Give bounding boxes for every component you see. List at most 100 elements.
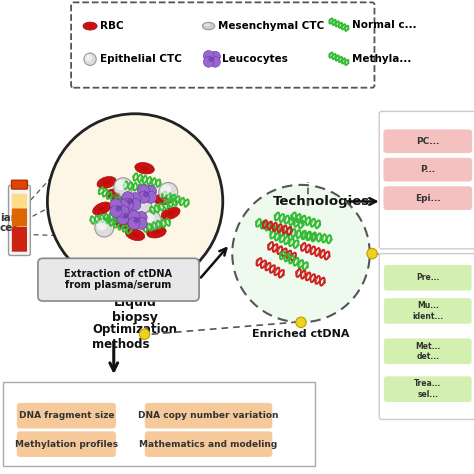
FancyBboxPatch shape	[379, 254, 474, 419]
Text: P...: P...	[420, 165, 435, 174]
Ellipse shape	[166, 211, 175, 216]
FancyBboxPatch shape	[383, 129, 472, 153]
Circle shape	[123, 213, 128, 219]
FancyBboxPatch shape	[9, 185, 30, 255]
Circle shape	[117, 213, 129, 225]
Ellipse shape	[114, 217, 133, 229]
Ellipse shape	[87, 25, 93, 27]
Ellipse shape	[124, 204, 132, 208]
FancyBboxPatch shape	[12, 209, 27, 227]
Circle shape	[232, 185, 370, 322]
FancyBboxPatch shape	[384, 298, 472, 324]
Ellipse shape	[93, 202, 111, 215]
Ellipse shape	[161, 207, 180, 219]
Circle shape	[85, 55, 92, 61]
Ellipse shape	[118, 201, 138, 212]
Ellipse shape	[112, 192, 120, 196]
Text: Trea...
sel...: Trea... sel...	[414, 380, 441, 399]
Circle shape	[296, 317, 306, 328]
Text: Pre...: Pre...	[416, 273, 439, 282]
Ellipse shape	[97, 176, 116, 189]
FancyBboxPatch shape	[11, 180, 27, 189]
Circle shape	[203, 51, 214, 61]
Text: ian: ian	[0, 213, 18, 223]
Circle shape	[206, 54, 216, 64]
Text: Enriched ctDNA: Enriched ctDNA	[252, 329, 350, 339]
Text: cer: cer	[0, 222, 18, 233]
Text: DNA copy number variation: DNA copy number variation	[138, 411, 279, 420]
Circle shape	[210, 51, 220, 62]
Circle shape	[135, 218, 147, 229]
FancyBboxPatch shape	[383, 158, 472, 182]
Circle shape	[116, 206, 121, 211]
Circle shape	[128, 218, 140, 229]
Ellipse shape	[119, 220, 128, 225]
Circle shape	[208, 56, 214, 62]
Circle shape	[143, 191, 149, 197]
Circle shape	[47, 114, 223, 289]
Circle shape	[144, 213, 155, 223]
Circle shape	[130, 214, 143, 227]
Text: Extraction of ctDNA
from plasma/serum: Extraction of ctDNA from plasma/serum	[64, 269, 173, 291]
Ellipse shape	[126, 228, 145, 241]
FancyBboxPatch shape	[12, 227, 27, 252]
Circle shape	[161, 184, 171, 195]
Circle shape	[145, 185, 156, 197]
Text: Mu...
ident...: Mu... ident...	[412, 301, 443, 320]
Text: Methyla...: Methyla...	[352, 54, 411, 64]
FancyBboxPatch shape	[12, 194, 27, 208]
Circle shape	[116, 180, 126, 190]
FancyBboxPatch shape	[17, 403, 116, 428]
Circle shape	[128, 199, 133, 204]
Circle shape	[367, 248, 377, 259]
Text: PC...: PC...	[416, 137, 439, 146]
Circle shape	[139, 329, 150, 339]
Circle shape	[124, 195, 137, 208]
Ellipse shape	[102, 180, 111, 185]
FancyBboxPatch shape	[384, 376, 472, 402]
Circle shape	[95, 218, 114, 237]
Circle shape	[117, 206, 129, 218]
Text: Epithelial CTC: Epithelial CTC	[100, 54, 182, 64]
Ellipse shape	[154, 193, 173, 205]
Circle shape	[124, 213, 137, 225]
Text: Met...
det...: Met... det...	[415, 342, 440, 361]
Ellipse shape	[106, 189, 126, 200]
Circle shape	[140, 188, 152, 201]
Circle shape	[129, 199, 141, 210]
Circle shape	[122, 191, 134, 204]
Text: Epi...: Epi...	[415, 194, 441, 202]
Text: Methylation profiles: Methylation profiles	[15, 440, 118, 448]
Ellipse shape	[202, 22, 215, 30]
Circle shape	[135, 211, 147, 223]
Ellipse shape	[83, 22, 97, 30]
Circle shape	[112, 202, 125, 215]
Ellipse shape	[140, 166, 149, 170]
Circle shape	[142, 211, 161, 230]
Circle shape	[135, 196, 145, 207]
Circle shape	[137, 191, 149, 203]
Text: Mesenchymal CTC: Mesenchymal CTC	[218, 21, 324, 31]
Circle shape	[117, 206, 129, 218]
Text: Leucocytes: Leucocytes	[222, 54, 288, 64]
Ellipse shape	[152, 230, 161, 234]
Circle shape	[133, 194, 152, 213]
FancyBboxPatch shape	[384, 265, 472, 291]
Circle shape	[119, 210, 132, 222]
FancyBboxPatch shape	[379, 111, 474, 249]
Circle shape	[97, 220, 107, 230]
FancyBboxPatch shape	[383, 186, 472, 210]
Ellipse shape	[147, 227, 166, 238]
Text: Mathematics and modeling: Mathematics and modeling	[139, 440, 278, 448]
FancyBboxPatch shape	[38, 258, 199, 301]
Circle shape	[122, 199, 134, 210]
FancyBboxPatch shape	[145, 403, 272, 428]
Text: RBC: RBC	[100, 21, 123, 31]
Circle shape	[137, 184, 149, 197]
Ellipse shape	[98, 206, 106, 211]
Ellipse shape	[205, 23, 210, 27]
Circle shape	[124, 207, 137, 219]
Circle shape	[84, 53, 96, 65]
FancyBboxPatch shape	[17, 431, 116, 457]
Text: Optimization
methods: Optimization methods	[92, 322, 177, 351]
